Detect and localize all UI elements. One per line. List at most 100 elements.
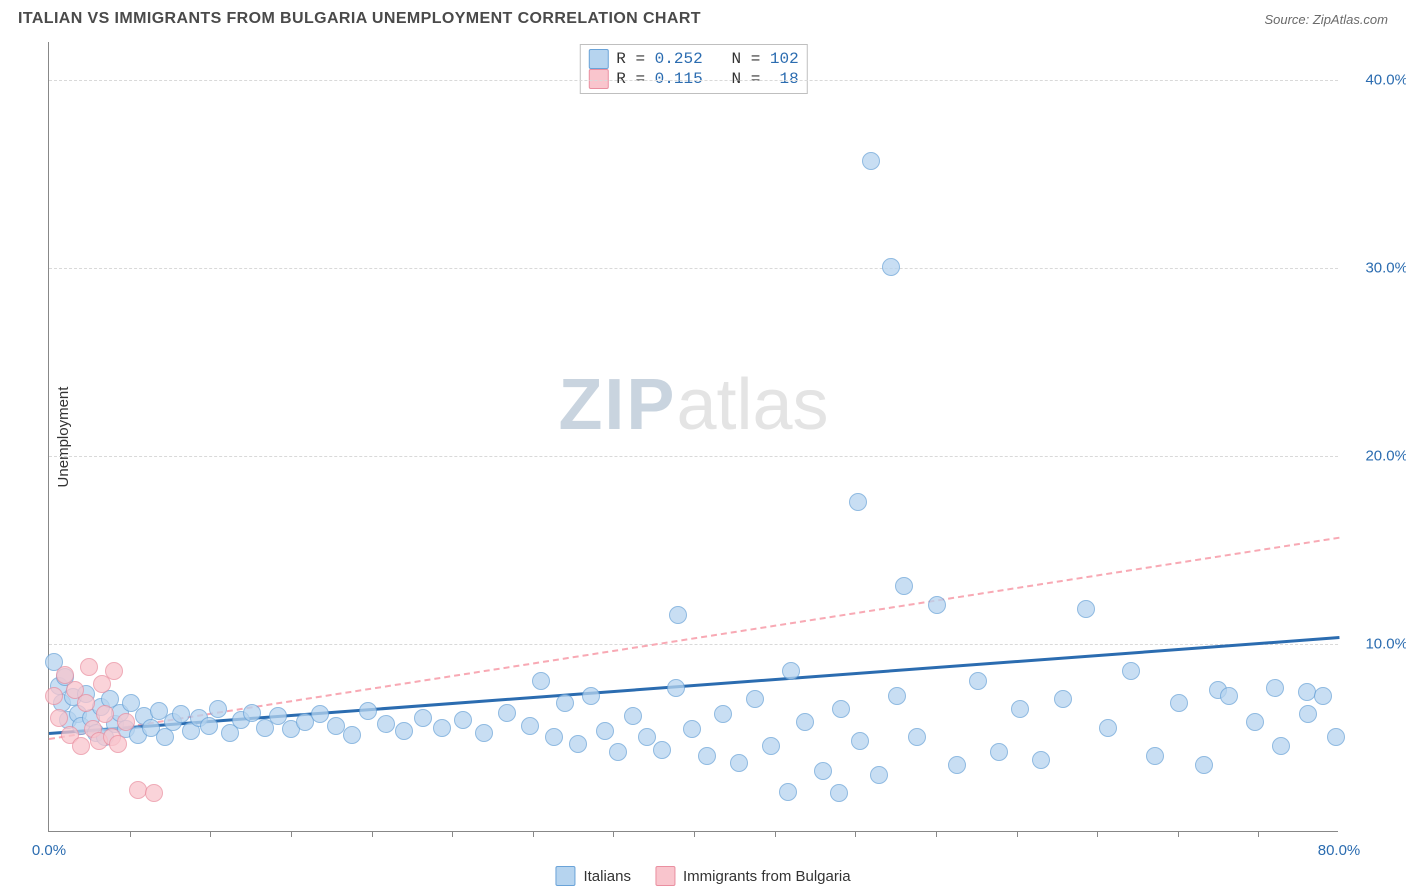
data-point-italians xyxy=(698,747,716,765)
data-point-italians xyxy=(582,687,600,705)
data-point-italians xyxy=(395,722,413,740)
data-point-italians xyxy=(895,577,913,595)
chart-header: ITALIAN VS IMMIGRANTS FROM BULGARIA UNEM… xyxy=(0,0,1406,34)
data-point-italians xyxy=(377,715,395,733)
legend-row-italians: R = 0.252 N = 102 xyxy=(588,49,798,69)
data-point-italians xyxy=(545,728,563,746)
data-point-italians xyxy=(948,756,966,774)
x-minor-tick xyxy=(1017,831,1018,837)
data-point-italians xyxy=(359,702,377,720)
data-point-italians xyxy=(1246,713,1264,731)
data-point-italians xyxy=(730,754,748,772)
grid-line xyxy=(49,456,1338,457)
data-point-italians xyxy=(569,735,587,753)
x-minor-tick xyxy=(130,831,131,837)
trend-line-bulgaria xyxy=(49,537,1339,740)
series-legend: ItaliansImmigrants from Bulgaria xyxy=(555,866,850,886)
data-point-italians xyxy=(683,720,701,738)
data-point-italians xyxy=(1299,705,1317,723)
data-point-italians xyxy=(1195,756,1213,774)
data-point-italians xyxy=(556,694,574,712)
legend-swatch-italians xyxy=(588,49,608,69)
data-point-italians xyxy=(669,606,687,624)
data-point-bulgaria xyxy=(72,737,90,755)
data-point-italians xyxy=(609,743,627,761)
data-point-italians xyxy=(638,728,656,746)
data-point-bulgaria xyxy=(109,735,127,753)
data-point-italians xyxy=(243,704,261,722)
x-tick-label: 80.0% xyxy=(1318,842,1361,859)
data-point-italians xyxy=(882,258,900,276)
plot-container: ZIPatlas Unemployment R = 0.252 N = 102R… xyxy=(48,42,1338,832)
data-point-italians xyxy=(532,672,550,690)
bottom-legend-label-bulgaria: Immigrants from Bulgaria xyxy=(683,868,851,885)
data-point-italians xyxy=(1011,700,1029,718)
data-point-italians xyxy=(667,679,685,697)
y-tick-label: 40.0% xyxy=(1365,71,1406,88)
data-point-italians xyxy=(832,700,850,718)
data-point-italians xyxy=(498,704,516,722)
data-point-italians xyxy=(814,762,832,780)
data-point-italians xyxy=(454,711,472,729)
grid-line xyxy=(49,268,1338,269)
data-point-bulgaria xyxy=(117,713,135,731)
data-point-italians xyxy=(746,690,764,708)
data-point-bulgaria xyxy=(129,781,147,799)
legend-stats-italians: R = 0.252 N = 102 xyxy=(616,50,798,68)
data-point-italians xyxy=(782,662,800,680)
data-point-italians xyxy=(1272,737,1290,755)
data-point-bulgaria xyxy=(93,675,111,693)
data-point-italians xyxy=(1099,719,1117,737)
x-minor-tick xyxy=(936,831,937,837)
data-point-bulgaria xyxy=(96,705,114,723)
source-attribution: Source: ZipAtlas.com xyxy=(1264,12,1388,27)
data-point-italians xyxy=(1327,728,1345,746)
data-point-italians xyxy=(862,152,880,170)
data-point-italians xyxy=(888,687,906,705)
bottom-legend-swatch-bulgaria xyxy=(655,866,675,886)
x-minor-tick xyxy=(452,831,453,837)
data-point-italians xyxy=(327,717,345,735)
x-tick-label: 0.0% xyxy=(32,842,66,859)
grid-line xyxy=(49,80,1338,81)
data-point-italians xyxy=(1170,694,1188,712)
y-tick-label: 30.0% xyxy=(1365,259,1406,276)
data-point-italians xyxy=(851,732,869,750)
data-point-italians xyxy=(1146,747,1164,765)
data-point-bulgaria xyxy=(50,709,68,727)
data-point-bulgaria xyxy=(80,658,98,676)
data-point-bulgaria xyxy=(145,784,163,802)
data-point-italians xyxy=(990,743,1008,761)
x-minor-tick xyxy=(775,831,776,837)
data-point-italians xyxy=(1220,687,1238,705)
data-point-italians xyxy=(433,719,451,737)
data-point-italians xyxy=(1266,679,1284,697)
data-point-italians xyxy=(796,713,814,731)
data-point-italians xyxy=(849,493,867,511)
data-point-italians xyxy=(928,596,946,614)
plot-area: ZIPatlas Unemployment R = 0.252 N = 102R… xyxy=(48,42,1338,832)
data-point-italians xyxy=(311,705,329,723)
data-point-italians xyxy=(830,784,848,802)
data-point-italians xyxy=(714,705,732,723)
chart-title: ITALIAN VS IMMIGRANTS FROM BULGARIA UNEM… xyxy=(18,10,701,28)
data-point-italians xyxy=(1077,600,1095,618)
data-point-italians xyxy=(343,726,361,744)
bottom-legend-swatch-italians xyxy=(555,866,575,886)
grid-line xyxy=(49,644,1338,645)
x-minor-tick xyxy=(210,831,211,837)
data-point-italians xyxy=(1032,751,1050,769)
data-point-italians xyxy=(475,724,493,742)
data-point-italians xyxy=(779,783,797,801)
correlation-legend: R = 0.252 N = 102R = 0.115 N = 18 xyxy=(579,44,807,94)
x-minor-tick xyxy=(1258,831,1259,837)
data-point-italians xyxy=(969,672,987,690)
x-minor-tick xyxy=(613,831,614,837)
watermark: ZIPatlas xyxy=(558,364,828,446)
y-tick-label: 20.0% xyxy=(1365,447,1406,464)
x-minor-tick xyxy=(1178,831,1179,837)
x-minor-tick xyxy=(372,831,373,837)
data-point-bulgaria xyxy=(77,694,95,712)
y-tick-label: 10.0% xyxy=(1365,635,1406,652)
data-point-italians xyxy=(653,741,671,759)
